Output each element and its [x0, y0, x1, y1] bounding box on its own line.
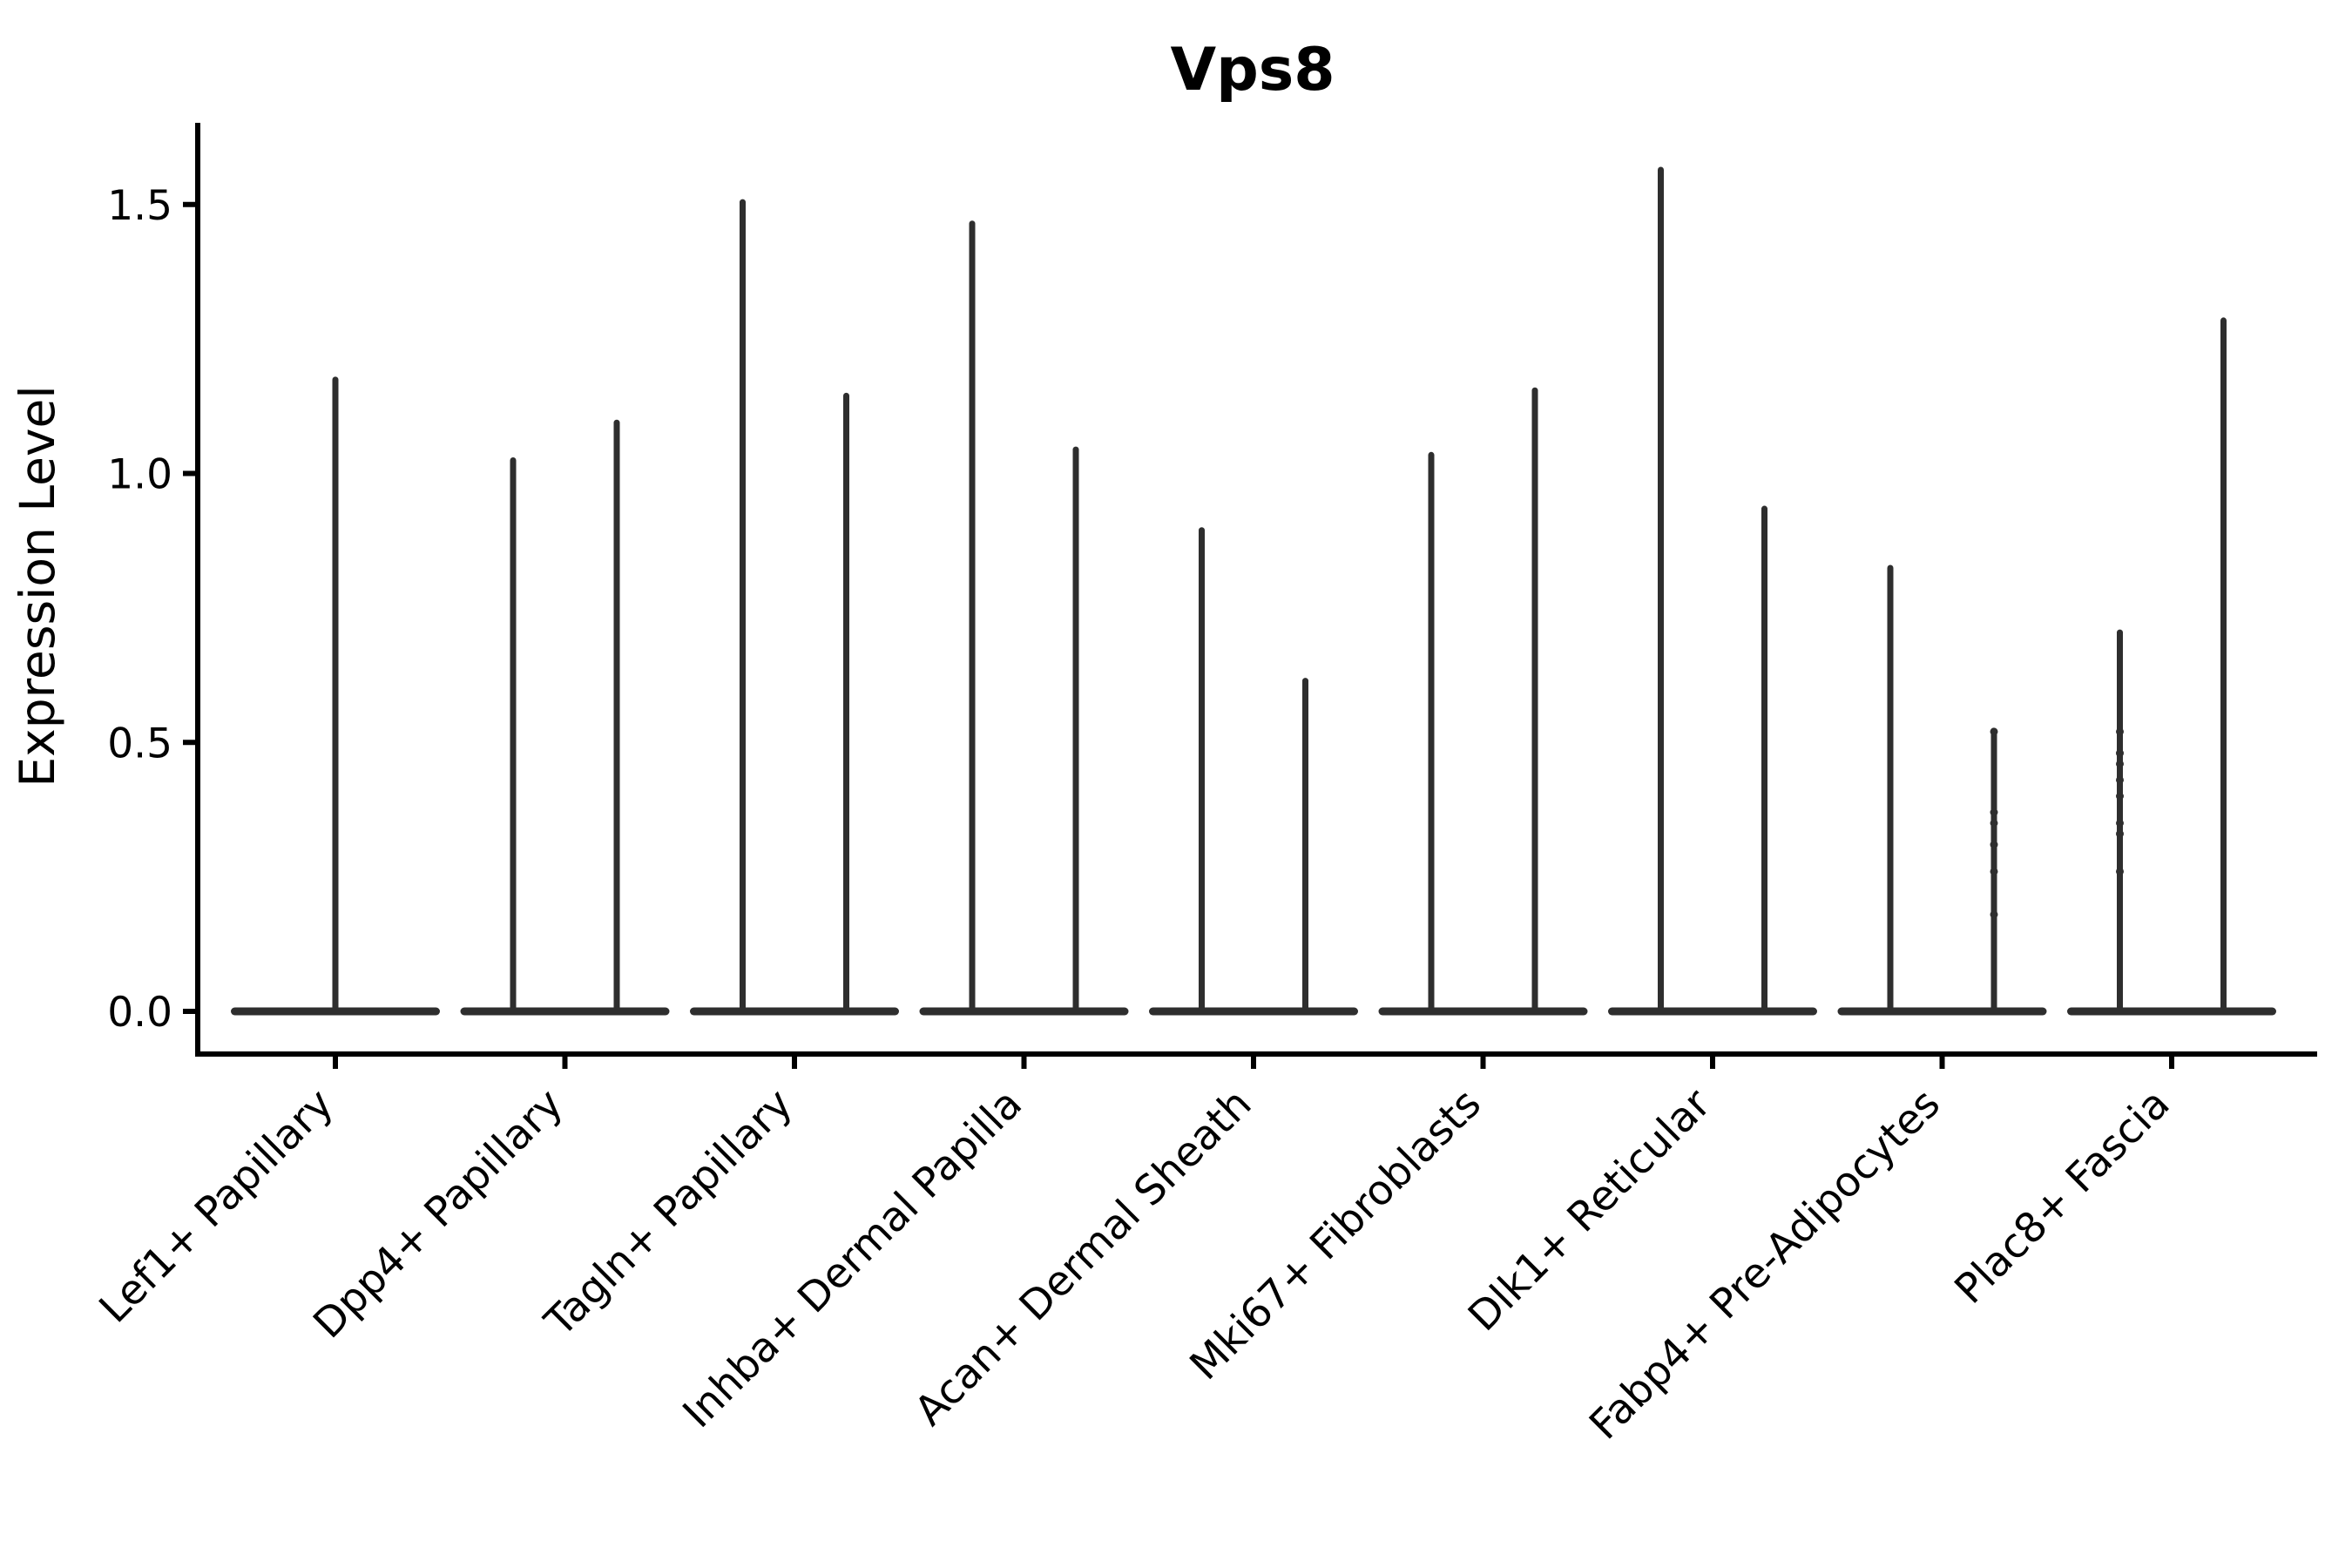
violin-base — [460, 1007, 670, 1016]
expression-point — [2116, 760, 2124, 768]
violin-base — [1608, 1007, 1817, 1016]
y-axis-label: Expression Level — [10, 385, 65, 787]
expression-point — [1990, 808, 1998, 817]
expression-point — [1990, 910, 1998, 919]
violin-base — [2067, 1007, 2276, 1016]
expression-point — [2116, 829, 2124, 838]
expression-point — [2116, 792, 2124, 801]
y-tick-label: 0.0 — [107, 989, 172, 1037]
expression-point — [1990, 867, 1998, 875]
y-tick-label: 0.5 — [107, 720, 172, 767]
y-tick-label: 1.5 — [107, 182, 172, 230]
chart-title: Vps8 — [1170, 36, 1335, 105]
y-axis-ticks: 0.0 0.5 1.0 1.5 — [107, 182, 195, 1037]
violin-base — [919, 1007, 1129, 1016]
x-tick-label: Lef1+ Papillary — [91, 1080, 343, 1333]
x-tick-label: Tagln+ Papillary — [536, 1080, 802, 1347]
violin-base — [1149, 1007, 1358, 1016]
violin-base — [690, 1007, 899, 1016]
expression-point — [2116, 819, 2124, 828]
expression-point — [2116, 867, 2124, 875]
expression-point — [2116, 775, 2124, 784]
x-tick-label: Dpp4+ Papillary — [304, 1080, 572, 1348]
expression-point — [1990, 819, 1998, 828]
x-tick-label: Dlk1+ Reticular — [1459, 1079, 1720, 1341]
y-tick-label: 1.0 — [107, 451, 172, 499]
expression-point — [2116, 749, 2124, 758]
expression-point — [1990, 841, 1998, 849]
violin-base — [1837, 1007, 2047, 1016]
expression-point — [1990, 727, 1998, 736]
violins-layer — [231, 166, 2276, 1016]
expression-point — [2116, 727, 2124, 736]
x-tick-label: Plac8+ Fascia — [1946, 1080, 2180, 1314]
violin-base — [1378, 1007, 1588, 1016]
